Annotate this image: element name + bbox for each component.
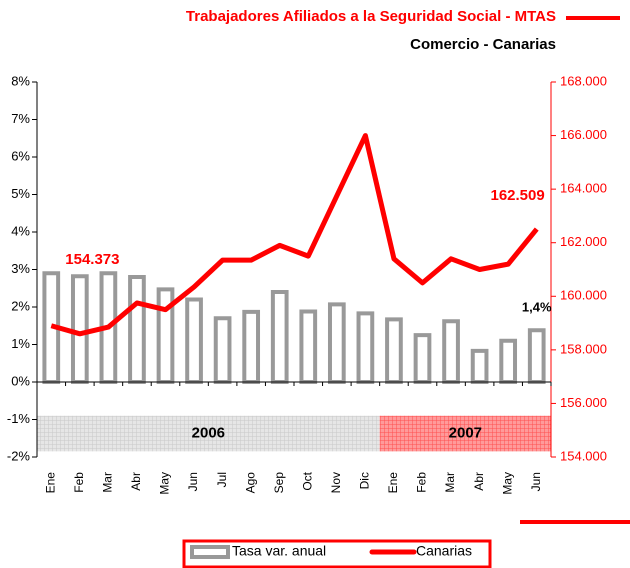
x-tick-label: Feb [415,472,429,493]
y2-tick-label: 162.000 [560,234,607,249]
legend-swatch [190,545,230,559]
y-tick-label: 6% [11,148,30,163]
y-tick-label: -2% [7,448,31,463]
bar [470,348,489,384]
bar [413,333,432,384]
year-band [37,415,380,452]
x-tick-label: Mar [101,472,115,493]
legend-label: Tasa var. anual [232,543,326,559]
y-tick-label: 0% [11,373,30,388]
legend-label: Canarias [416,543,472,559]
y2-tick-label: 160.000 [560,288,607,303]
y2-tick-label: 168.000 [560,73,607,88]
bar [385,317,403,384]
bar [442,319,460,384]
bar [327,302,346,384]
x-tick-label: Sep [272,472,286,494]
x-tick-label: Jun [186,472,200,491]
y2-tick-label: 164.000 [560,181,607,196]
x-tick-label: May [500,472,514,495]
data-label: 162.509 [490,187,544,204]
x-tick-label: Jul [215,472,229,487]
bar [270,290,289,384]
y-tick-label: 4% [11,223,30,238]
chart-subtitle: Comercio - Canarias [410,36,556,53]
line [50,133,539,337]
y-tick-label: 5% [11,186,30,201]
y2-tick-label: 166.000 [560,127,607,142]
bar [499,338,518,384]
y-tick-label: 3% [11,261,30,276]
y-tick-label: 2% [11,298,30,313]
x-tick-label: Nov [329,472,343,493]
x-tick-label: Oct [300,471,314,490]
x-tick-label: Abr [472,472,486,491]
x-tick-label: Mar [443,472,457,493]
x-tick-label: May [158,472,172,495]
y2-tick-label: 154.000 [560,448,607,463]
x-tick-label: Feb [72,472,86,493]
x-tick-label: Dic [358,472,372,489]
x-tick-label: Jun [529,472,543,491]
bar [527,328,546,384]
bar [299,309,318,384]
x-tick-label: Abr [129,472,143,491]
year-band [379,415,551,452]
annotation: 154.373 [65,251,119,268]
bar [213,316,232,384]
y-tick-label: 1% [11,336,30,351]
x-tick-label: Ago [243,472,257,494]
y-tick-label: 7% [11,111,30,126]
year-label: 2007 [449,425,482,442]
data-label: 1,4% [522,300,552,315]
x-tick-label: Ene [386,472,400,494]
year-label: 2006 [192,425,225,442]
chart-title: Trabajadores Afiliados a la Seguridad So… [186,8,556,25]
y2-tick-label: 158.000 [560,341,607,356]
y-tick-label: -1% [7,411,31,426]
bar [242,309,261,384]
bar [70,274,89,384]
legend-box [182,539,492,568]
bar [185,297,203,384]
y2-tick-label: 156.000 [560,395,607,410]
bar [356,311,375,384]
x-tick-label: Ene [43,472,57,494]
y-tick-label: 8% [11,73,30,88]
bar [128,275,146,384]
